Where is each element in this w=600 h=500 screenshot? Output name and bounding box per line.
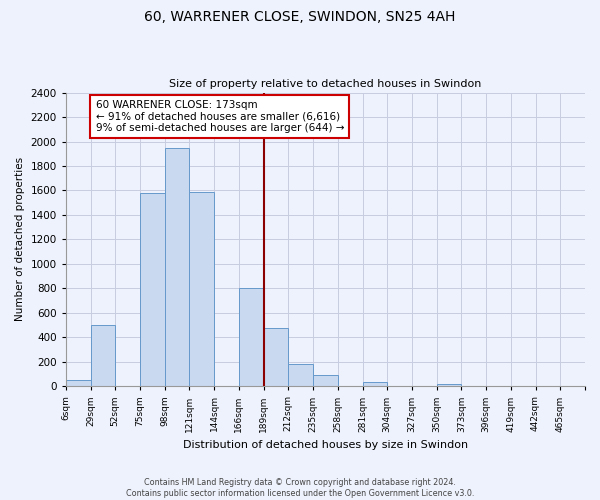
Bar [437,384,461,386]
Bar [140,193,165,386]
Bar [263,328,289,386]
Bar [289,364,313,386]
Bar [362,382,387,386]
Text: 60, WARRENER CLOSE, SWINDON, SN25 4AH: 60, WARRENER CLOSE, SWINDON, SN25 4AH [145,10,455,24]
X-axis label: Distribution of detached houses by size in Swindon: Distribution of detached houses by size … [183,440,468,450]
Title: Size of property relative to detached houses in Swindon: Size of property relative to detached ho… [169,79,482,89]
Bar [313,375,338,386]
Text: Contains HM Land Registry data © Crown copyright and database right 2024.
Contai: Contains HM Land Registry data © Crown c… [126,478,474,498]
Bar [91,325,115,386]
Bar [190,192,214,386]
Bar [165,148,190,386]
Bar [239,288,263,386]
Bar [66,380,91,386]
Text: 60 WARRENER CLOSE: 173sqm
← 91% of detached houses are smaller (6,616)
9% of sem: 60 WARRENER CLOSE: 173sqm ← 91% of detac… [95,100,344,133]
Y-axis label: Number of detached properties: Number of detached properties [15,158,25,322]
